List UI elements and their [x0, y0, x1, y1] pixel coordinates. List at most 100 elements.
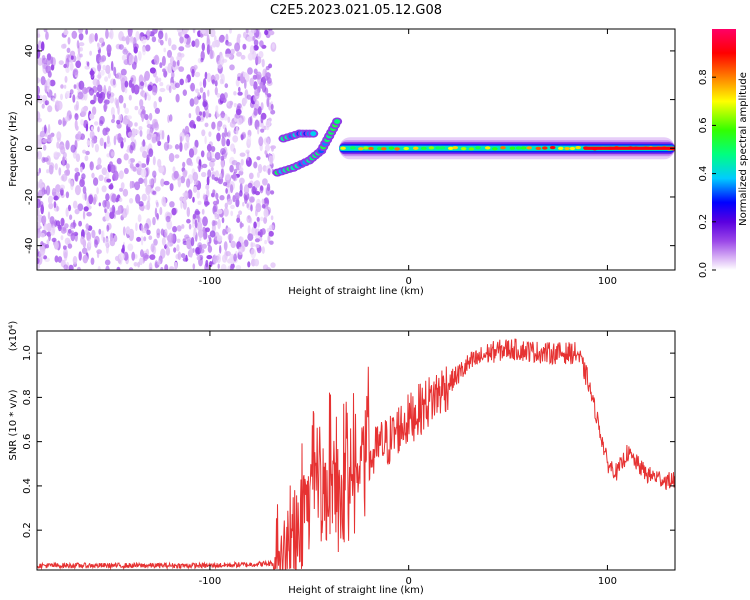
spectrogram-noise-blob: [221, 132, 225, 139]
spectrogram-noise-blob: [198, 165, 201, 173]
spectrogram-noise-blob: [37, 171, 40, 176]
spectrogram-noise-blob: [253, 68, 258, 75]
spectrogram-noise-blob: [146, 123, 152, 129]
snr-x-tick-label: 0: [405, 576, 411, 587]
spectrogram-noise-blob: [193, 96, 199, 105]
spectrogram-noise-blob: [194, 71, 201, 78]
spectrogram-noise-blob: [105, 193, 110, 202]
snr-y-tick-label: 1.0: [22, 345, 33, 361]
spectrogram-noise-blob: [176, 225, 182, 232]
snr-frame: [36, 330, 676, 571]
spectrogram-noise-blob: [214, 176, 219, 182]
spectrogram-noise-blob: [267, 168, 271, 176]
spectrogram-noise-blob: [238, 86, 241, 93]
spectrogram-noise-blob: [229, 265, 234, 270]
spectrogram-noise-blob: [102, 200, 107, 208]
spectrogram-noise-blob: [135, 30, 140, 41]
spectrogram-noise-blob: [128, 94, 132, 101]
spectrogram-noise-blob: [192, 248, 195, 253]
spectrogram-noise-blob: [146, 29, 151, 36]
spectrogram-noise-blob: [187, 189, 193, 200]
spectrogram-noise-blob: [62, 152, 67, 159]
spectrogram-noise-blob: [143, 75, 147, 83]
spectrogram-noise-blob: [88, 87, 95, 96]
spectrogram-noise-blob: [60, 217, 65, 227]
spectrogram-noise-blob: [93, 193, 98, 203]
spectrogram-noise-blob: [176, 244, 180, 252]
spectrogram-y-tick-label: 20: [24, 93, 35, 106]
spectrogram-noise-blob: [109, 95, 115, 104]
spectrogram-noise-blob: [104, 76, 109, 82]
spectrogram-noise-blob: [259, 40, 264, 47]
spectrogram-noise-blob: [107, 32, 112, 38]
spectrogram-noise-blob: [254, 180, 261, 188]
spectrogram-noise-blob: [159, 206, 163, 216]
spectrogram-noise-blob: [194, 38, 200, 48]
spectrogram-noise-blob: [81, 247, 88, 255]
spectrogram-noise-blob: [226, 138, 231, 147]
spectrogram-noise-blob: [192, 213, 196, 220]
spectrogram-noise-blob: [195, 247, 201, 254]
spectrogram-noise-blob: [239, 177, 245, 185]
spectrogram-noise-blob: [240, 134, 244, 141]
spectrogram-noise-blob: [140, 206, 145, 212]
spectrogram-noise-blob: [87, 61, 90, 67]
spectrogram-noise-blob: [255, 71, 262, 80]
spectrogram-noise-blob: [253, 39, 259, 46]
spectrogram-noise-blob: [176, 54, 183, 62]
spectrogram-noise-blob: [263, 198, 268, 204]
spectrogram-noise-blob: [156, 201, 159, 208]
colorbar-tick-label: 0.4: [698, 166, 709, 182]
spectrogram-noise-blob: [104, 238, 110, 247]
spectrogram-noise-blob: [75, 60, 82, 69]
spectrogram-signal-peak: [394, 147, 400, 151]
spectrogram-noise-blob: [188, 148, 195, 158]
spectrogram-noise-blob: [47, 123, 51, 135]
spectrogram-noise-blob: [37, 77, 40, 84]
spectrogram-noise-blob: [253, 81, 258, 91]
spectrogram-noise-blob: [208, 131, 212, 138]
spectrogram-noise-blob: [110, 106, 115, 117]
spectrogram-noise-blob: [65, 169, 70, 176]
spectrogram-noise-blob: [45, 244, 49, 249]
spectrogram-noise-blob: [128, 267, 134, 270]
spectrogram-noise-blob: [180, 30, 184, 37]
spectrogram-noise-blob: [247, 233, 254, 242]
spectrogram-noise-blob: [42, 138, 48, 143]
spectrogram-noise-blob: [257, 163, 263, 174]
spectrogram-noise-blob: [176, 60, 180, 66]
spectrogram-noise-blob: [90, 68, 94, 78]
spectrogram-noise-blob: [253, 221, 257, 229]
spectrogram-noise-blob: [211, 174, 215, 180]
spectrogram-noise-blob: [103, 141, 107, 149]
spectrogram-noise-blob: [120, 182, 125, 190]
spectrogram-noise-blob: [97, 64, 102, 72]
spectrogram-noise-blob: [141, 193, 147, 202]
spectrogram-noise-blob: [229, 121, 236, 128]
spectrogram-noise-blob: [251, 186, 256, 195]
spectrogram-noise-blob: [246, 134, 252, 145]
spectrogram-noise-blob: [216, 110, 219, 118]
spectrogram-noise-blob: [152, 216, 156, 226]
spectrogram-noise-blob: [41, 156, 46, 163]
spectrogram-noise-blob: [70, 144, 76, 153]
spectrogram-noise-blob: [182, 196, 187, 204]
spectrogram-noise-blob: [123, 251, 129, 261]
spectrogram-noise-blob: [266, 93, 272, 98]
colorbar-ticks: 0.0 0.2 0.4 0.6 0.8: [698, 69, 716, 278]
spectrogram-noise-blob: [193, 227, 197, 236]
spectrogram-noise-blob: [169, 266, 175, 270]
spectrogram-noise-blob: [104, 208, 107, 214]
spectrogram-noise-blob: [118, 197, 123, 202]
spectrogram-noise-blob: [98, 71, 101, 80]
spectrogram-noise-blob: [145, 44, 151, 52]
spectrogram-noise-blob: [146, 229, 151, 235]
spectrogram-noise-blob: [168, 85, 172, 94]
spectrogram-noise-blob: [101, 167, 108, 176]
spectrogram-noise-blob: [47, 211, 51, 220]
spectrogram-noise-blob: [174, 261, 178, 270]
spectrogram-branch-core: [334, 119, 341, 124]
spectrogram-noise-blob: [130, 135, 135, 142]
spectrogram-noise-blob: [41, 103, 45, 109]
spectrogram-signal-peak: [350, 146, 356, 150]
